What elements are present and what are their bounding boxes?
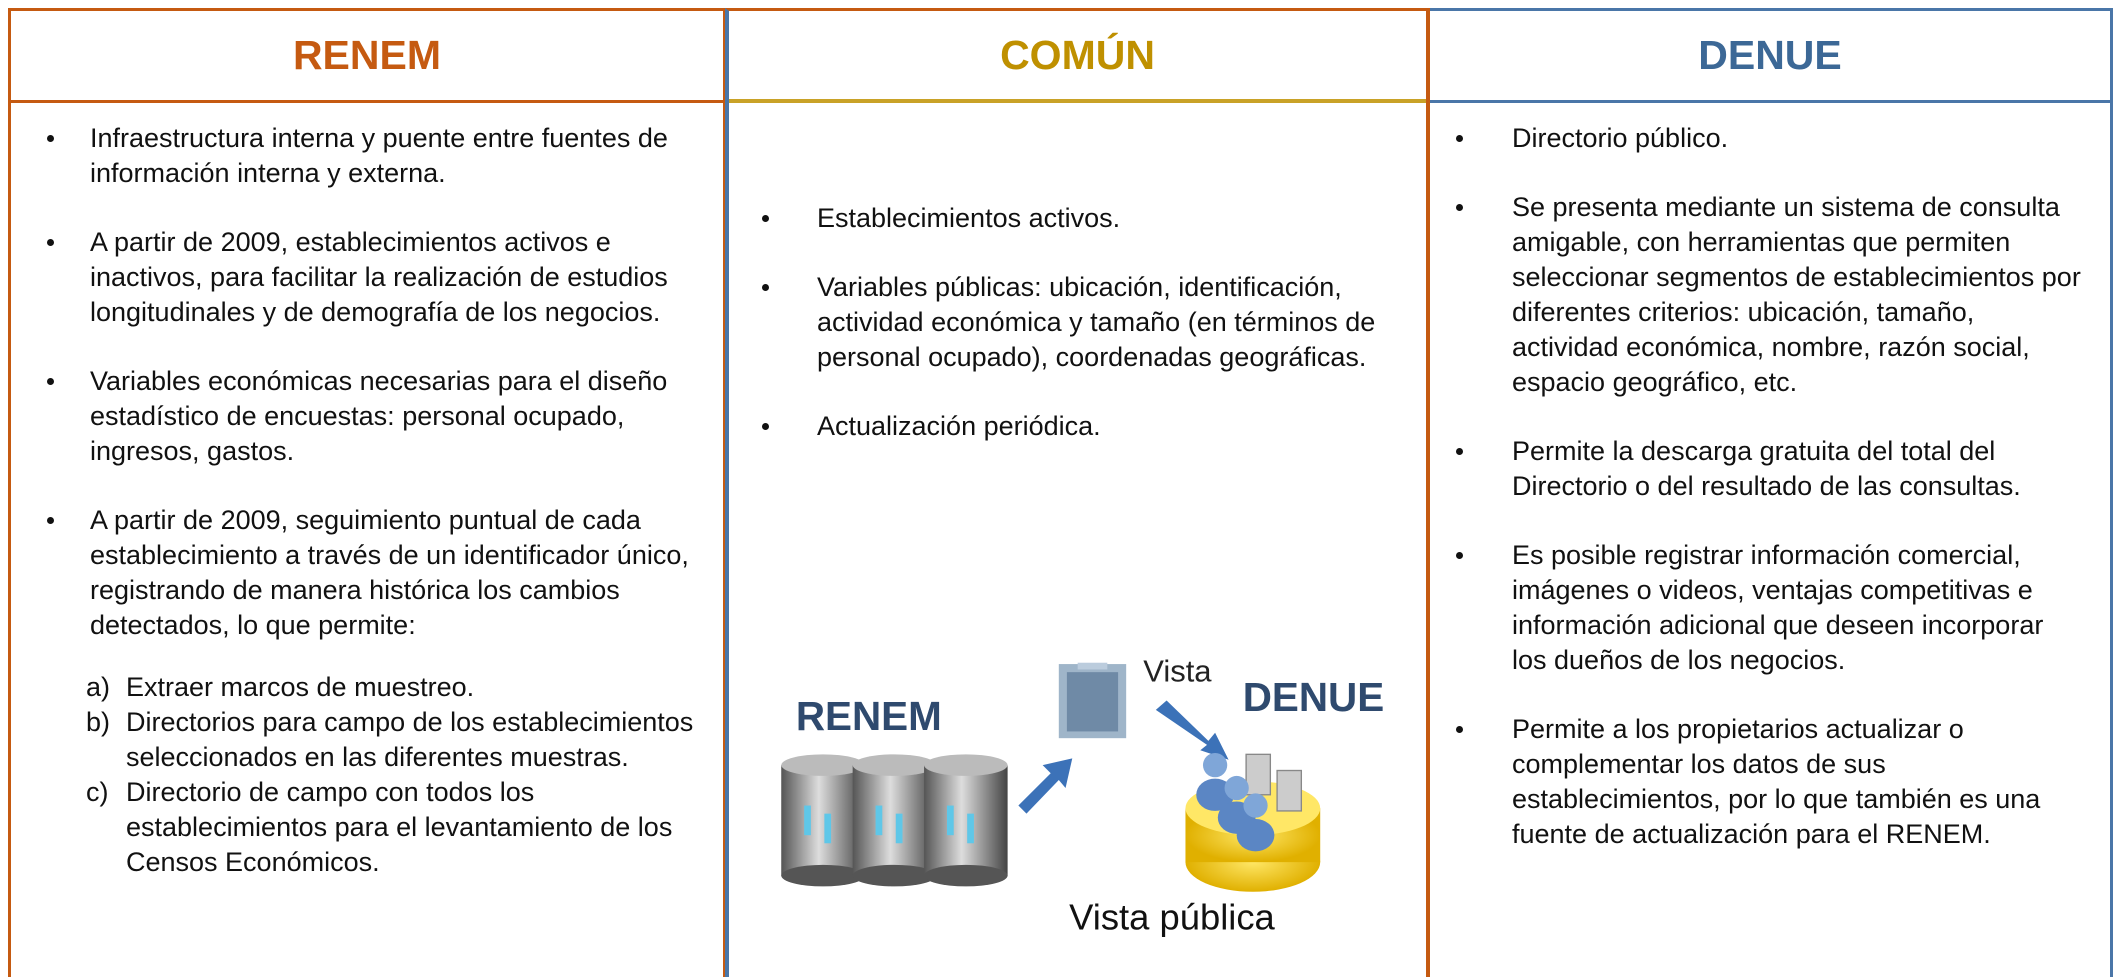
sub-item-marker: b) (86, 707, 111, 737)
diagram: RENEM DENUE Vista Vista pública (781, 654, 1384, 938)
sub-item-marker: a) (86, 672, 111, 702)
list-item: Infraestructura interna y puente entre f… (47, 121, 703, 191)
target-label: DENUE (1243, 674, 1384, 720)
list-item: Se presenta mediante un sistema de consu… (1456, 190, 2085, 400)
column-title: COMÚN (729, 11, 1426, 103)
database-icons (781, 754, 1008, 887)
list-item: Directorio público. (1456, 121, 2085, 156)
arrow-label: Vista (1143, 654, 1212, 689)
sub-item: b) Directorios para campo de los establec… (86, 705, 703, 775)
renem-column: RENEM Infraestructura interna y puente e… (8, 8, 726, 977)
column-title: DENUE (1430, 11, 2110, 103)
list-item: A partir de 2009, seguimiento puntual de… (47, 503, 703, 643)
list-item: Permite a los propietarios actualizar o … (1456, 712, 2085, 852)
list-item: A partir de 2009, establecimientos activ… (47, 225, 703, 330)
sub-list: a) Extraer marcos de muestreo. b) Directori… (11, 670, 723, 880)
list-item: Establecimientos activos. (762, 201, 1406, 236)
list-item: Es posible registrar información comerci… (1456, 538, 2085, 678)
list-item: Permite la descarga gratuita del total d… (1456, 434, 2085, 504)
sub-item: a) Extraer marcos de muestreo. (86, 670, 703, 705)
sub-item-text: Directorio de campo con todos los establ… (126, 777, 673, 877)
arrow (1155, 700, 1229, 760)
list-item: Variables económicas necesarias para el … (47, 364, 703, 469)
source-label: RENEM (796, 693, 942, 739)
list-item: Variables públicas: ubicación, identific… (762, 270, 1406, 375)
denue-column: DENUE Directorio público. Se presenta med… (1430, 8, 2113, 977)
sub-item-text: Directorios para campo de los establecim… (126, 707, 694, 772)
column-title: RENEM (11, 11, 723, 103)
users-icon (1185, 752, 1321, 892)
sub-item: c) Directorio de campo con todos los esta… (86, 775, 703, 880)
item-list: Directorio público. Se presenta mediante … (1430, 103, 2110, 852)
item-list: Establecimientos activos. Variables públi… (729, 103, 1426, 444)
arrow (1018, 758, 1073, 814)
item-list: Infraestructura interna y puente entre f… (11, 103, 723, 643)
comun-column: COMÚN Establecimientos activos. Variables… (725, 8, 1430, 977)
sub-item-text: Extraer marcos de muestreo. (126, 672, 475, 702)
sub-item-marker: c) (86, 777, 109, 807)
list-item: Actualización periódica. (762, 409, 1406, 444)
caption: Vista pública (1069, 897, 1275, 938)
building-icon (1058, 662, 1127, 739)
